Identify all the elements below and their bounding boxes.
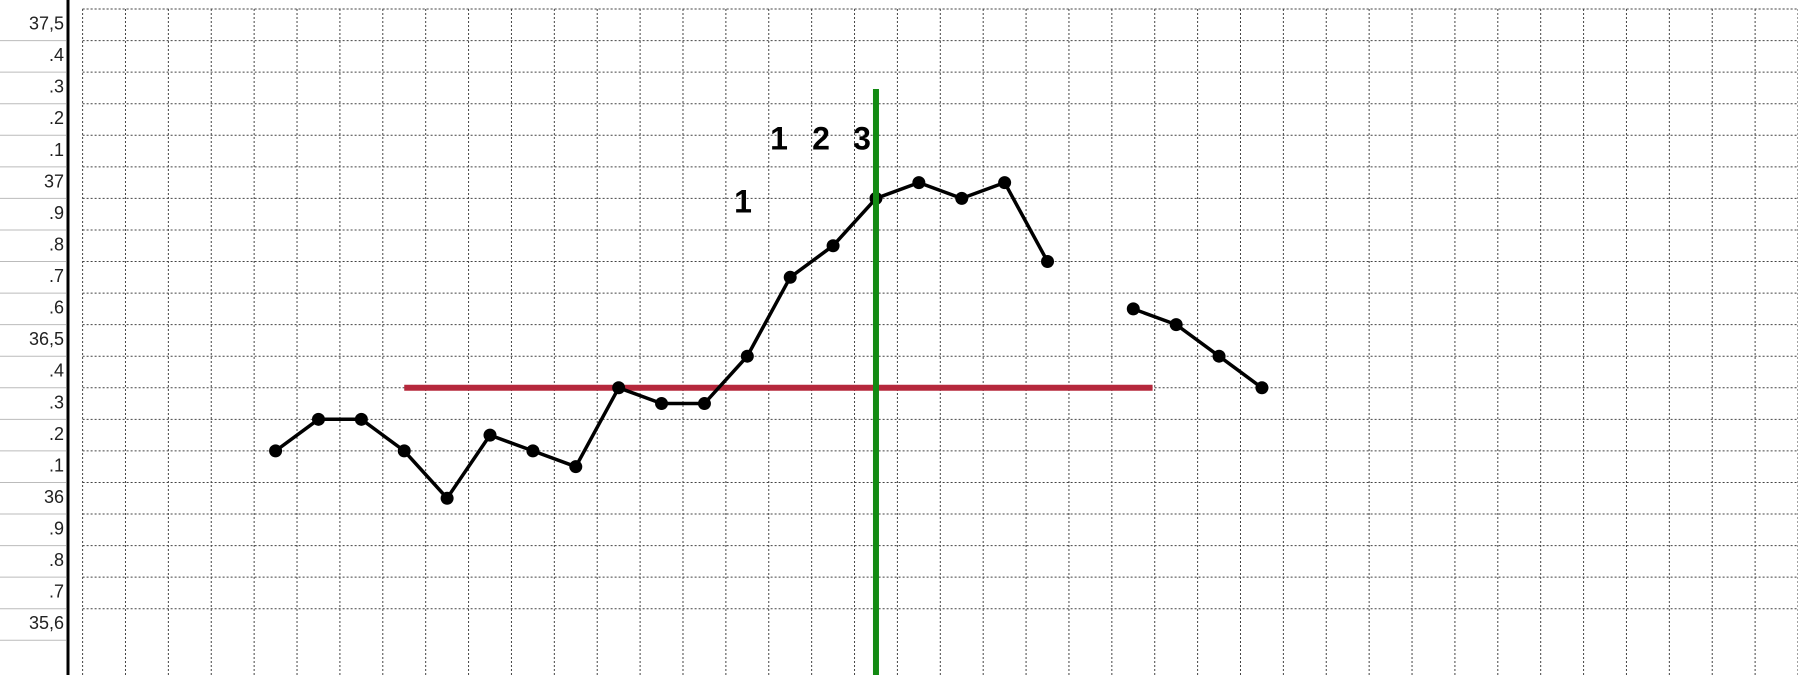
temperature-point — [311, 412, 325, 426]
temperature-point — [740, 349, 754, 363]
temperature-point — [1212, 349, 1226, 363]
temperature-point — [783, 270, 797, 284]
y-tick-label: .4 — [49, 45, 64, 65]
temperature-point — [1041, 255, 1055, 269]
y-tick-label: 37 — [44, 171, 64, 191]
y-tick-label: .2 — [49, 424, 64, 444]
temperature-point — [1126, 302, 1140, 316]
temperature-point — [612, 381, 626, 395]
y-tick-label: .7 — [49, 266, 64, 286]
annotation: 3 — [853, 120, 871, 156]
temperature-point — [912, 176, 926, 190]
temperature-point — [1255, 381, 1269, 395]
temperature-point — [998, 176, 1012, 190]
y-tick-label: .6 — [49, 298, 64, 318]
temperature-point — [397, 444, 411, 458]
y-tick-label: .3 — [49, 77, 64, 97]
temperature-point — [697, 397, 711, 411]
y-tick-label: .9 — [49, 203, 64, 223]
temperature-point — [955, 191, 969, 205]
temperature-point — [440, 491, 454, 505]
temperature-point — [826, 239, 840, 253]
temperature-point — [526, 444, 540, 458]
y-tick-label: 36 — [44, 487, 64, 507]
y-tick-label: 36,5 — [29, 329, 64, 349]
temperature-point — [655, 397, 669, 411]
y-tick-label: .4 — [49, 361, 64, 381]
annotation: 1 — [770, 120, 788, 156]
temperature-point — [269, 444, 283, 458]
y-tick-label: .3 — [49, 392, 64, 412]
y-tick-label: .8 — [49, 550, 64, 570]
annotation: 2 — [812, 120, 830, 156]
y-tick-label: .1 — [49, 455, 64, 475]
y-tick-label: 37,5 — [29, 14, 64, 34]
y-tick-label: .1 — [49, 140, 64, 160]
y-tick-label: .7 — [49, 582, 64, 602]
y-tick-label: .2 — [49, 108, 64, 128]
y-tick-label: .8 — [49, 234, 64, 254]
y-tick-label: 35,6 — [29, 613, 64, 633]
temperature-point — [569, 460, 583, 474]
temperature-point — [1169, 318, 1183, 332]
temperature-point — [483, 428, 497, 442]
y-tick-label: .9 — [49, 519, 64, 539]
annotation: 1 — [734, 183, 752, 219]
temperature-point — [354, 412, 368, 426]
